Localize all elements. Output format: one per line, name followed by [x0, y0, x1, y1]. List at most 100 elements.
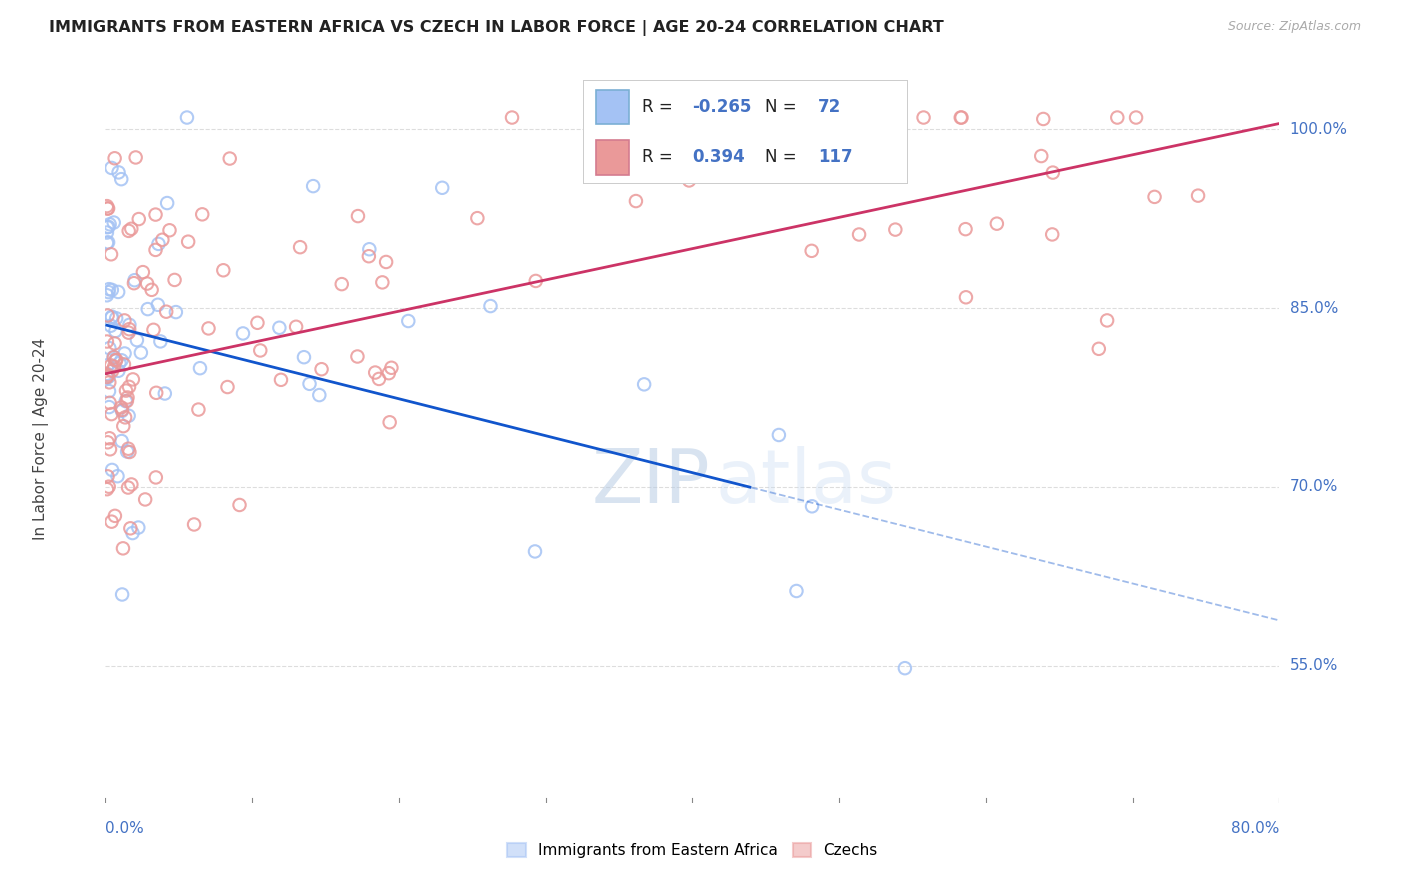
Point: [132, 265, 155, 279]
Point: [117, 326, 139, 340]
Point: [96, 370, 118, 384]
Point: [96, 482, 118, 496]
Text: 100.0%: 100.0%: [1289, 122, 1348, 137]
Point: [269, 320, 291, 334]
Point: [950, 111, 973, 125]
Text: 0.394: 0.394: [692, 148, 745, 166]
Point: [117, 442, 139, 456]
Point: [270, 373, 292, 387]
Point: [97, 435, 120, 450]
Text: 72: 72: [818, 98, 841, 116]
Point: [1031, 149, 1053, 163]
Point: [111, 587, 134, 601]
Point: [955, 290, 977, 304]
Point: [308, 388, 330, 402]
Point: [347, 209, 370, 223]
Text: 85.0%: 85.0%: [1289, 301, 1339, 316]
Point: [165, 305, 187, 319]
Point: [118, 318, 141, 332]
Point: [955, 222, 977, 236]
Point: [800, 244, 823, 258]
Point: [884, 222, 907, 236]
Point: [149, 334, 172, 349]
Point: [359, 242, 381, 256]
Point: [380, 360, 402, 375]
Point: [121, 372, 143, 386]
Point: [107, 469, 129, 483]
Point: [103, 336, 125, 351]
Point: [111, 434, 134, 448]
Point: [101, 463, 124, 477]
Point: [159, 223, 181, 237]
Point: [100, 407, 122, 421]
Point: [104, 353, 127, 368]
Point: [806, 120, 828, 134]
Point: [103, 350, 125, 364]
Point: [114, 346, 136, 360]
Point: [127, 520, 149, 534]
Point: [368, 372, 391, 386]
Point: [98, 384, 121, 399]
Point: [98, 431, 121, 445]
Point: [107, 285, 129, 299]
Point: [378, 415, 401, 429]
Point: [155, 304, 177, 318]
Point: [136, 302, 159, 317]
Point: [1095, 313, 1118, 327]
Point: [103, 350, 125, 364]
Point: [97, 202, 120, 216]
Text: N =: N =: [765, 98, 801, 116]
Point: [100, 515, 122, 529]
Point: [103, 215, 125, 229]
Point: [183, 517, 205, 532]
FancyBboxPatch shape: [596, 140, 628, 175]
Point: [97, 235, 120, 250]
Point: [117, 391, 139, 405]
Point: [346, 350, 368, 364]
Point: [110, 353, 132, 368]
Point: [101, 310, 124, 324]
Point: [96, 371, 118, 385]
Point: [524, 544, 547, 558]
Point: [375, 255, 398, 269]
Point: [96, 469, 118, 483]
Point: [97, 368, 120, 382]
Point: [396, 314, 419, 328]
Point: [141, 283, 163, 297]
Point: [148, 236, 170, 251]
Point: [96, 288, 118, 302]
Point: [97, 309, 120, 323]
Point: [104, 324, 127, 338]
Legend: Immigrants from Eastern Africa, Czechs: Immigrants from Eastern Africa, Czechs: [501, 837, 884, 864]
Text: 70.0%: 70.0%: [1289, 480, 1339, 494]
Point: [97, 219, 120, 234]
Point: [117, 481, 139, 495]
Point: [163, 273, 186, 287]
Point: [912, 111, 935, 125]
Point: [217, 380, 239, 394]
Text: R =: R =: [641, 98, 678, 116]
Point: [96, 199, 118, 213]
Point: [501, 111, 523, 125]
Point: [285, 319, 308, 334]
Point: [218, 152, 240, 166]
Point: [104, 508, 127, 523]
Point: [1042, 165, 1064, 179]
Point: [98, 442, 121, 457]
Point: [103, 359, 125, 374]
Point: [1107, 111, 1129, 125]
Point: [107, 364, 129, 378]
Point: [633, 377, 655, 392]
Point: [108, 356, 131, 370]
Point: [142, 323, 165, 337]
Point: [115, 444, 138, 458]
Point: [124, 273, 146, 287]
Point: [467, 211, 489, 226]
Point: [678, 173, 700, 187]
Point: [107, 165, 129, 179]
Point: [364, 366, 387, 380]
Point: [1040, 227, 1063, 242]
Text: -0.265: -0.265: [692, 98, 751, 116]
Point: [98, 376, 121, 390]
Point: [134, 492, 156, 507]
